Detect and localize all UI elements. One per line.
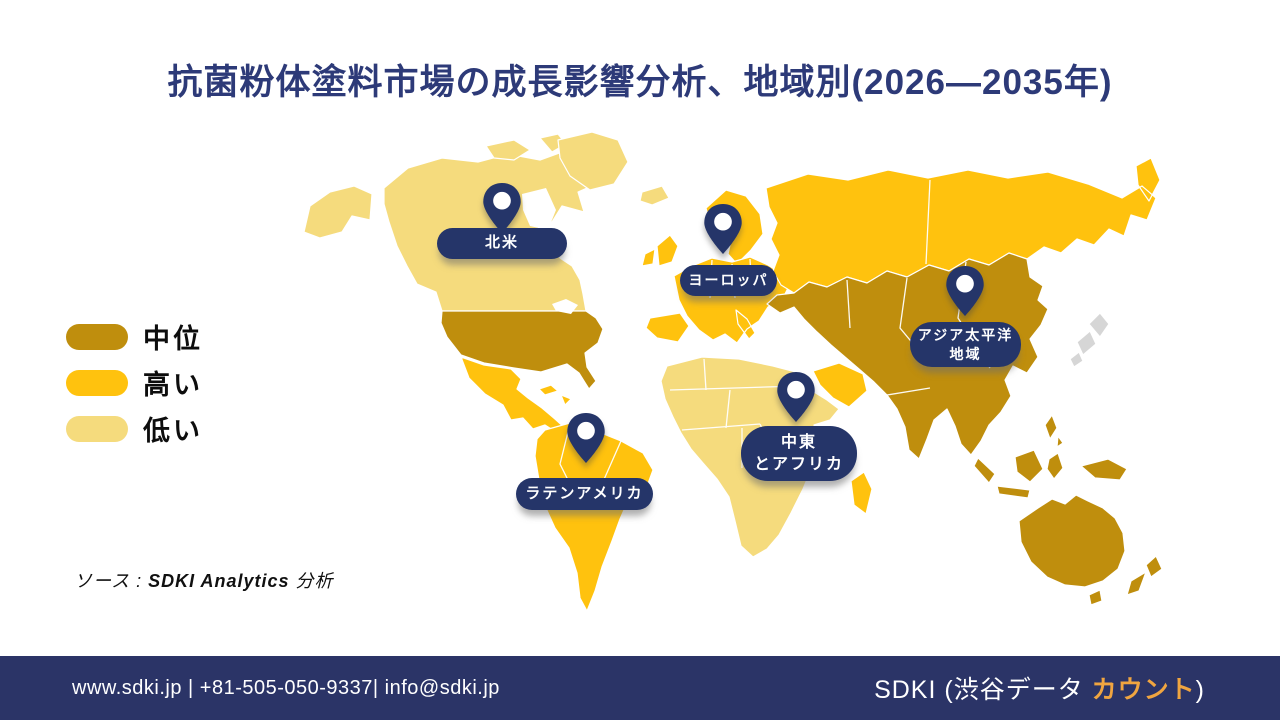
page-title: 抗菌粉体塗料市場の成長影響分析、地域別(2026—2035年)	[167, 63, 1113, 102]
source-note: ソース : SDKI Analytics 分析	[74, 567, 334, 593]
footer-bar: www.sdki.jp | +81-505-050-9337| info@sdk…	[0, 656, 1280, 720]
region-greenland	[557, 131, 629, 191]
location-pin-icon	[704, 204, 742, 254]
map-pin-middle-east-africa	[774, 371, 818, 423]
region-iceland	[639, 185, 670, 206]
map-pin-north-america	[480, 182, 524, 234]
legend-item-medium: 中位	[66, 323, 203, 354]
legend-swatch-low	[66, 415, 128, 442]
region-caribbean	[538, 384, 572, 406]
map-label-text: ヨーロッパ	[688, 272, 769, 289]
region-arabia	[812, 362, 868, 408]
region-indonesia	[973, 449, 1064, 499]
legend-label: 中位	[143, 324, 203, 354]
logo-prefix: SDKI (渋谷データ	[874, 676, 1092, 704]
region-australia	[1018, 494, 1126, 606]
world-map	[290, 128, 1210, 648]
source-suffix: 分析	[289, 571, 334, 591]
region-uk-ireland	[641, 234, 679, 267]
map-label-text: 北米	[484, 234, 519, 252]
region-alaska	[303, 185, 373, 239]
logo-suffix: )	[1195, 676, 1205, 704]
map-label-middle-east-africa: 中東 とアフリカ	[741, 426, 857, 481]
map-label-north-america: 北米	[437, 228, 567, 259]
legend-item-high: 高い	[66, 369, 203, 400]
map-pin-latin-america	[564, 412, 608, 464]
map-label-text: 中東	[780, 433, 817, 451]
location-pin-icon	[777, 372, 815, 422]
region-japan	[1069, 312, 1110, 368]
map-label-text: アジア太平洋	[917, 326, 1014, 343]
map-label-text: 地域	[949, 345, 982, 362]
source-brand: SDKI Analytics	[148, 571, 290, 591]
world-map-svg	[303, 131, 1163, 612]
location-pin-icon	[483, 183, 521, 233]
map-label-text: ラテンアメリカ	[525, 484, 644, 502]
region-new-guinea	[1080, 458, 1128, 481]
region-asia	[766, 252, 1049, 460]
region-madagascar	[850, 471, 873, 515]
legend-item-low: 低い	[66, 415, 203, 446]
map-label-europe: ヨーロッパ	[680, 265, 777, 296]
map-label-latin-america: ラテンアメリカ	[516, 478, 653, 510]
footer-contact: www.sdki.jp | +81-505-050-9337| info@sdk…	[72, 676, 500, 699]
sdki-logo: SDKI (渋谷データ カウント)	[874, 670, 1205, 706]
map-pin-asia-pacific	[943, 265, 987, 317]
location-pin-icon	[567, 413, 605, 463]
logo-highlight: カウント	[1091, 676, 1196, 704]
legend: 中位 高い 低い	[66, 323, 203, 461]
region-usa	[440, 310, 604, 390]
region-russia	[765, 157, 1161, 294]
map-pin-europe	[701, 203, 745, 255]
region-philippines	[1044, 414, 1064, 448]
legend-swatch-high	[66, 369, 128, 396]
location-pin-icon	[946, 266, 984, 316]
map-label-asia-pacific: アジア太平洋 地域	[910, 322, 1021, 367]
source-prefix: ソース :	[74, 571, 149, 591]
legend-swatch-medium	[66, 323, 128, 350]
region-new-zealand	[1126, 555, 1163, 596]
map-label-text: とアフリカ	[753, 455, 844, 473]
legend-label: 高い	[143, 370, 203, 400]
legend-label: 低い	[143, 416, 203, 446]
